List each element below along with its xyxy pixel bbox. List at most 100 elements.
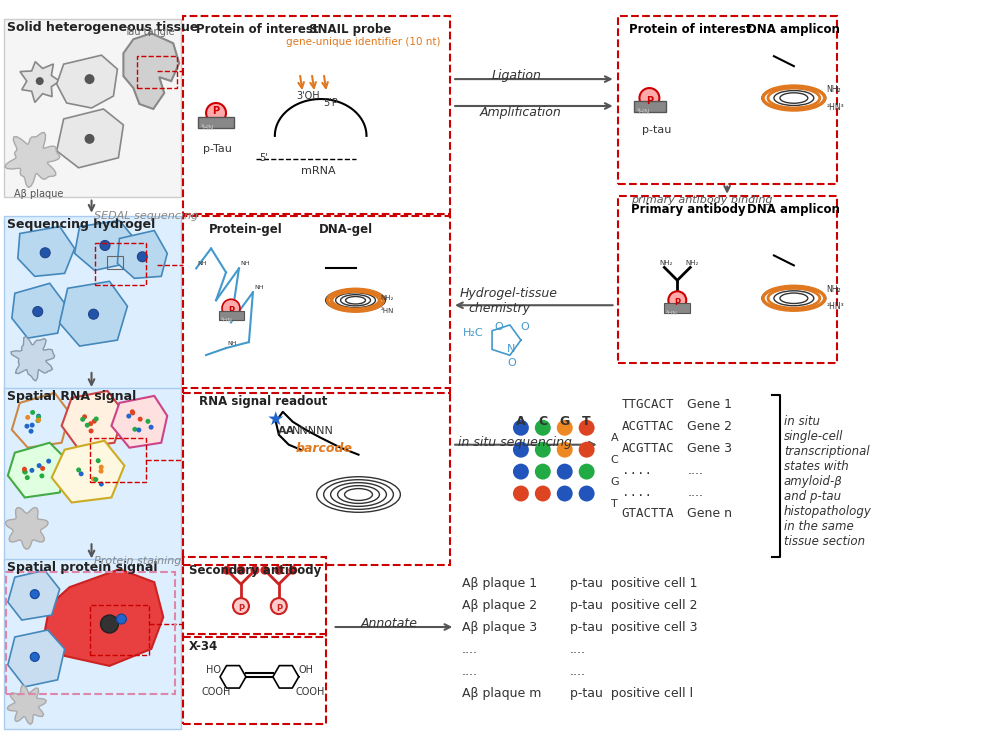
Circle shape	[137, 417, 142, 422]
Circle shape	[25, 475, 30, 480]
Text: Spatial RNA signal: Spatial RNA signal	[7, 390, 136, 403]
Bar	[108, 257, 124, 269]
Text: N: N	[507, 344, 515, 354]
Text: P: P	[238, 604, 244, 613]
Text: X-34: X-34	[189, 640, 219, 653]
Circle shape	[513, 420, 529, 436]
Text: P: P	[646, 96, 653, 106]
Polygon shape	[56, 55, 118, 108]
Bar	[665, 304, 690, 313]
Circle shape	[80, 417, 85, 422]
Text: ACGTTAC: ACGTTAC	[621, 442, 674, 455]
Text: DNA amplicon: DNA amplicon	[747, 24, 840, 36]
Ellipse shape	[100, 240, 110, 251]
Circle shape	[579, 464, 594, 479]
Bar	[4, 388, 181, 565]
Circle shape	[92, 419, 97, 423]
Text: NH: NH	[240, 262, 249, 266]
Circle shape	[535, 420, 551, 436]
Text: C: C	[538, 415, 547, 428]
Circle shape	[36, 414, 42, 419]
Text: NH: NH	[197, 262, 207, 266]
Text: p-tau: p-tau	[643, 125, 672, 135]
Text: Gene 3: Gene 3	[687, 442, 732, 455]
Bar	[4, 215, 181, 393]
Text: NH₂: NH₂	[827, 85, 842, 94]
Circle shape	[99, 469, 104, 473]
Circle shape	[93, 477, 98, 482]
Polygon shape	[74, 220, 135, 270]
Ellipse shape	[101, 615, 119, 633]
Text: G: G	[610, 476, 619, 487]
Text: ....: ....	[687, 486, 703, 498]
Polygon shape	[5, 132, 59, 187]
Ellipse shape	[41, 248, 50, 258]
Text: ²HN: ²HN	[666, 311, 677, 316]
Polygon shape	[112, 396, 167, 448]
Circle shape	[37, 463, 42, 468]
Text: P: P	[213, 106, 220, 116]
Polygon shape	[12, 283, 64, 338]
Circle shape	[99, 481, 104, 487]
Text: p-tau  positive cell l: p-tau positive cell l	[570, 686, 693, 700]
Text: A: A	[610, 433, 618, 442]
Text: Sequencing hydrogel: Sequencing hydrogel	[7, 218, 155, 231]
Circle shape	[133, 427, 137, 431]
Bar	[90, 605, 149, 655]
Circle shape	[79, 471, 84, 476]
Circle shape	[40, 473, 45, 478]
Text: 5'P: 5'P	[323, 98, 338, 108]
Text: 5': 5'	[259, 153, 268, 163]
Text: Protein-gel: Protein-gel	[209, 223, 283, 235]
Text: ....: ....	[462, 665, 478, 678]
Bar	[183, 215, 450, 393]
Text: Gene n: Gene n	[687, 507, 732, 520]
Text: Aβ plaque 3: Aβ plaque 3	[462, 621, 537, 634]
Polygon shape	[7, 686, 46, 724]
Text: Aβ plaque 2: Aβ plaque 2	[462, 599, 537, 612]
Circle shape	[557, 420, 573, 436]
Text: DNA-gel: DNA-gel	[318, 223, 373, 235]
Text: NH₂: NH₂	[660, 260, 673, 266]
Text: ....: ....	[570, 665, 585, 678]
Polygon shape	[8, 570, 59, 620]
Circle shape	[233, 598, 249, 614]
Bar	[617, 16, 837, 184]
Circle shape	[557, 486, 573, 501]
Text: DNA amplicon: DNA amplicon	[747, 203, 840, 215]
Bar	[635, 101, 667, 112]
Text: Aβ plaque m: Aβ plaque m	[462, 686, 542, 700]
Text: Protein of interest: Protein of interest	[629, 24, 752, 36]
Text: SEDAL sequencing: SEDAL sequencing	[94, 211, 198, 220]
Circle shape	[260, 566, 269, 575]
Circle shape	[82, 415, 87, 419]
Circle shape	[94, 417, 99, 421]
Circle shape	[46, 459, 51, 464]
Circle shape	[36, 417, 42, 423]
Text: P: P	[674, 298, 680, 307]
Bar	[6, 573, 175, 694]
Text: ²HN³: ²HN³	[827, 103, 845, 112]
Text: RNA signal readout: RNA signal readout	[199, 395, 327, 408]
Circle shape	[30, 468, 35, 473]
Circle shape	[223, 299, 240, 318]
Bar	[137, 56, 177, 88]
Text: Aβ plaque: Aβ plaque	[14, 189, 63, 198]
Circle shape	[36, 418, 41, 423]
Ellipse shape	[137, 252, 147, 262]
Circle shape	[22, 467, 27, 472]
Circle shape	[535, 486, 551, 501]
Text: 3'OH: 3'OH	[297, 91, 320, 101]
Text: NH: NH	[254, 285, 263, 290]
Circle shape	[88, 421, 93, 426]
Text: Hydrogel-tissue: Hydrogel-tissue	[460, 287, 558, 301]
Text: ACGTTAC: ACGTTAC	[621, 420, 674, 433]
Circle shape	[37, 415, 42, 420]
Polygon shape	[59, 282, 128, 346]
Text: primary antibody binding: primary antibody binding	[632, 195, 773, 204]
Circle shape	[145, 419, 150, 424]
Bar	[4, 559, 181, 728]
Text: O: O	[507, 358, 515, 368]
Polygon shape	[6, 507, 48, 549]
Text: ★: ★	[267, 410, 285, 429]
